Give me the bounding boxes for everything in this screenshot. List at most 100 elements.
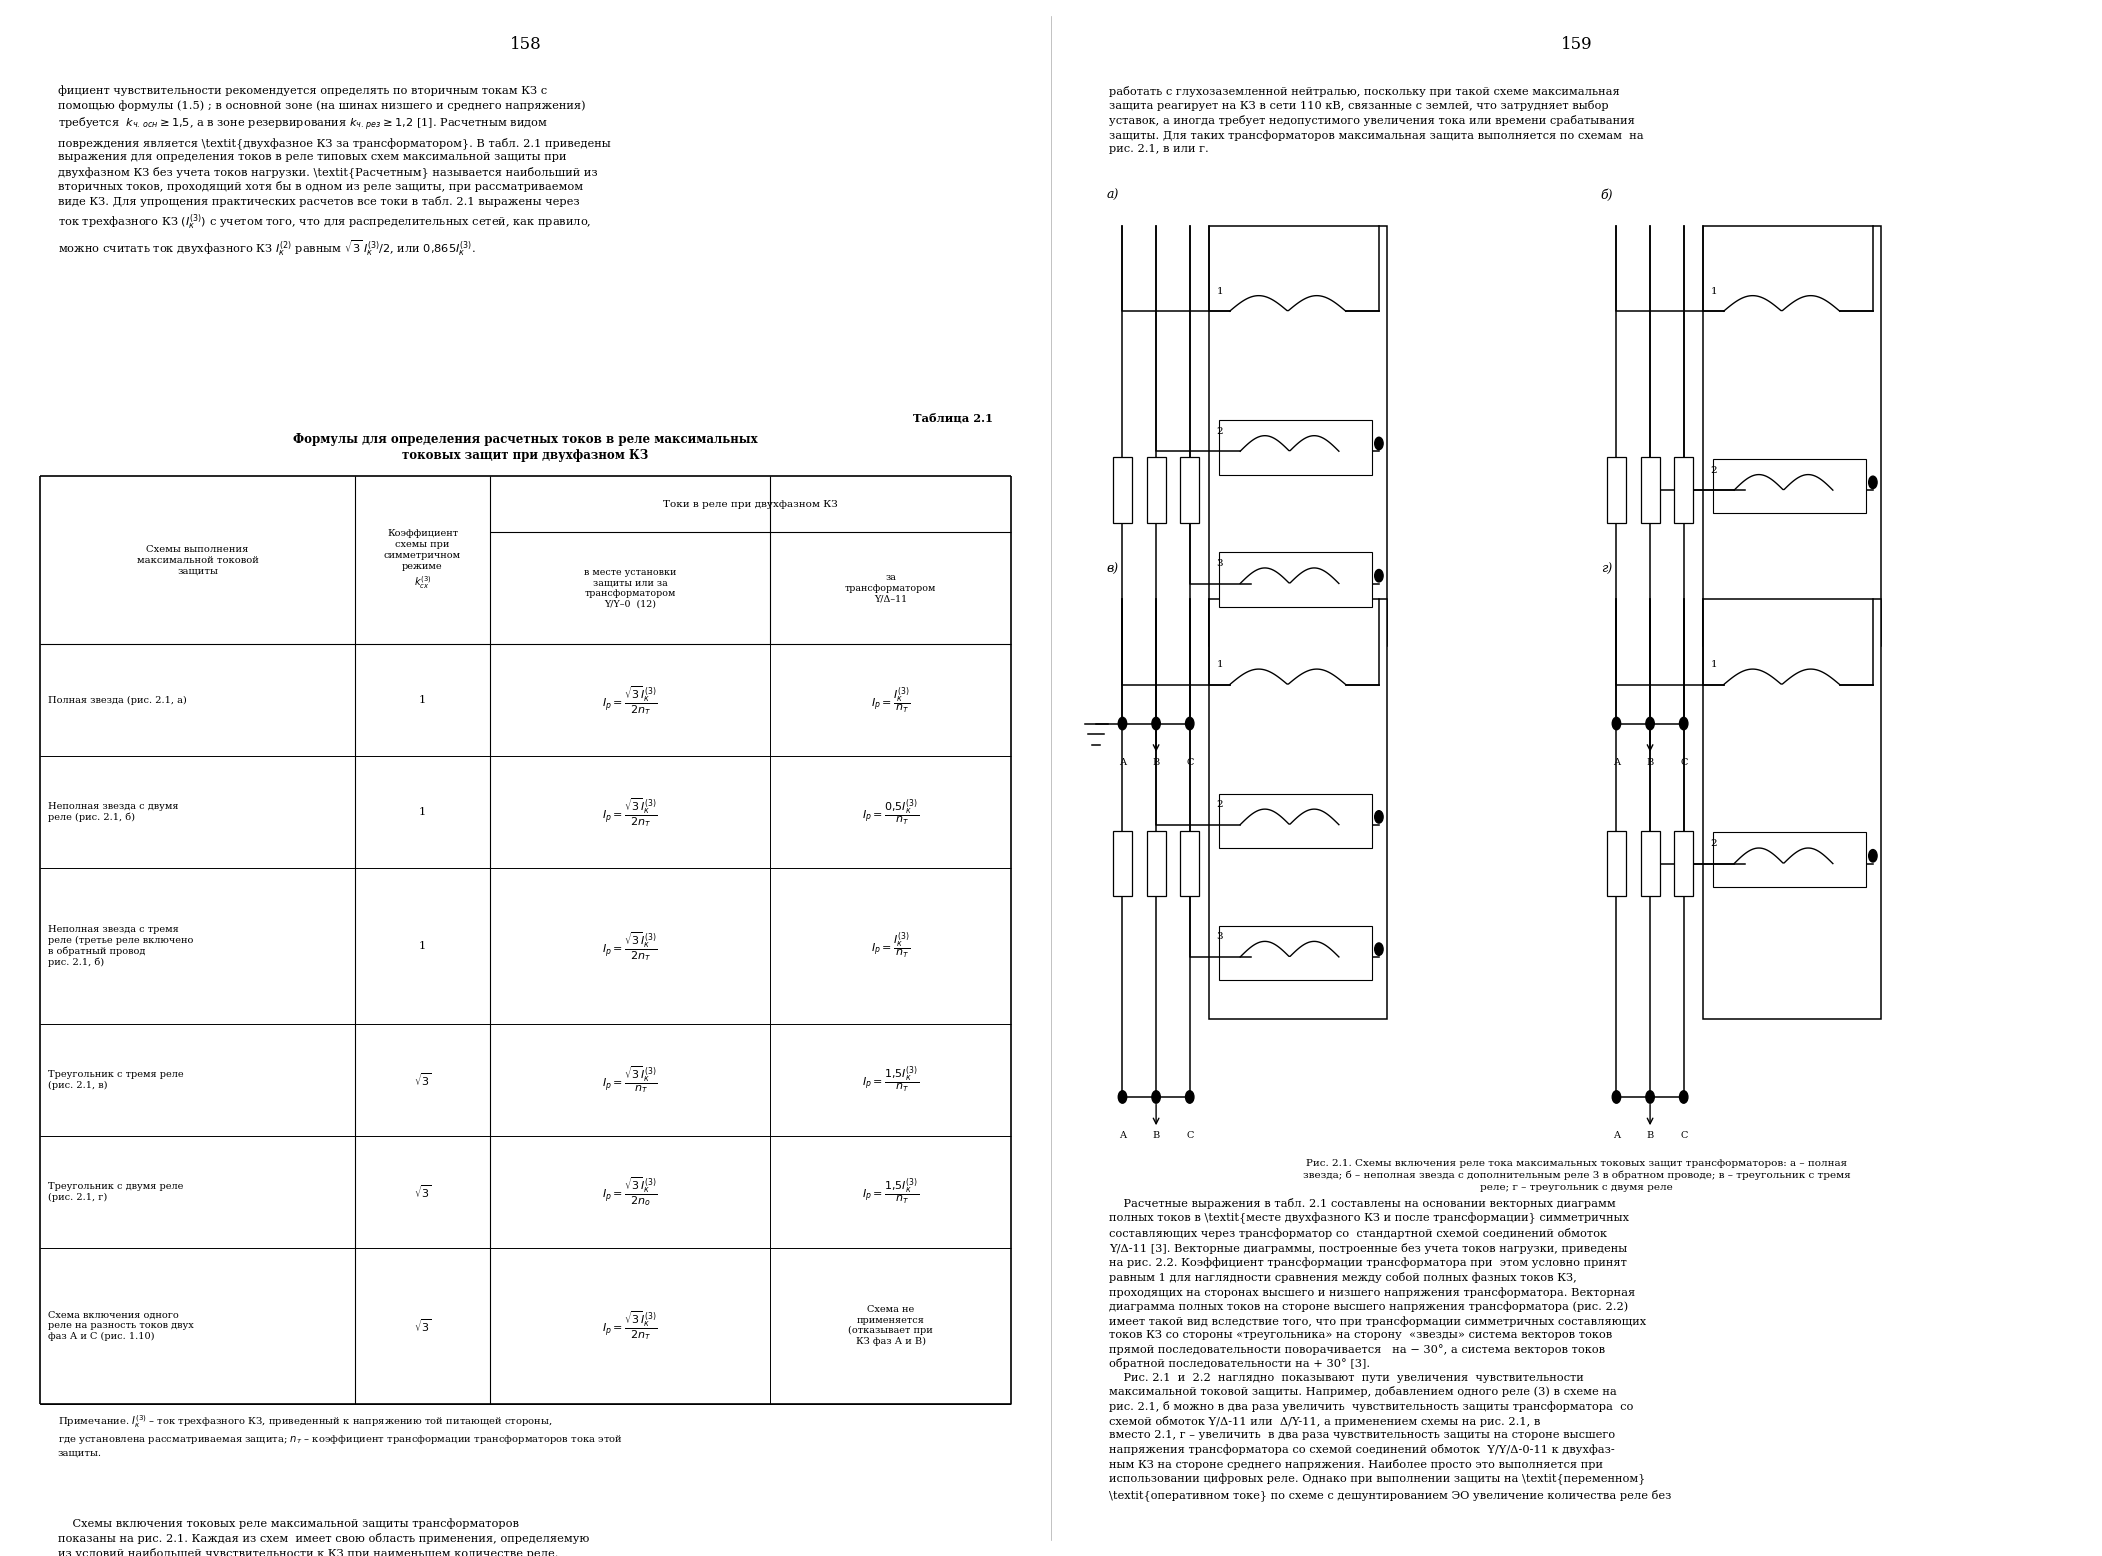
Text: C: C (1186, 1131, 1194, 1141)
Text: Треугольник с двумя реле
(рис. 2.1, г): Треугольник с двумя реле (рис. 2.1, г) (48, 1183, 183, 1201)
Text: Схемы включения токовых реле максимальной защиты трансформаторов
показаны на рис: Схемы включения токовых реле максимально… (59, 1519, 589, 1556)
Text: в месте установки
защиты или за
трансформатором
Y/Y–0  (12): в месте установки защиты или за трансфор… (584, 568, 677, 608)
Bar (1219, 926, 1373, 980)
Circle shape (1375, 811, 1383, 823)
Circle shape (1152, 1091, 1160, 1103)
Text: в): в) (1106, 563, 1118, 576)
Circle shape (1186, 1091, 1194, 1103)
Text: $\sqrt{3}$: $\sqrt{3}$ (414, 1318, 431, 1333)
Text: C: C (1679, 758, 1688, 767)
Text: 2: 2 (1711, 839, 1717, 848)
Text: $I_р=\dfrac{\sqrt{3}I_к^{(3)}}{2n_т}$: $I_р=\dfrac{\sqrt{3}I_к^{(3)}}{2n_т}$ (603, 929, 658, 963)
Text: B: B (1646, 1131, 1654, 1141)
Text: Формулы для определения расчетных токов в реле максимальных
токовых защит при дв: Формулы для определения расчетных токов … (292, 433, 759, 462)
Text: Расчетные выражения в табл. 2.1 составлены на основании векторных диаграмм
полны: Расчетные выражения в табл. 2.1 составле… (1110, 1198, 1671, 1502)
Text: Токи в реле при двухфазном КЗ: Токи в реле при двухфазном КЗ (662, 499, 839, 509)
Text: б): б) (1602, 190, 1612, 202)
Bar (1114, 831, 1131, 896)
Text: B: B (1646, 758, 1654, 767)
Circle shape (1679, 1091, 1688, 1103)
Text: 3: 3 (1217, 932, 1223, 941)
Bar (1608, 831, 1627, 896)
Text: Коэффициент
схемы при
симметричном
режиме
$k_{сх}^{(3)}$: Коэффициент схемы при симметричном режим… (385, 529, 460, 591)
Text: Неполная звезда с двумя
реле (рис. 2.1, б): Неполная звезда с двумя реле (рис. 2.1, … (48, 803, 179, 822)
Bar (1148, 457, 1165, 523)
Bar (1713, 832, 1867, 887)
Bar (1642, 831, 1661, 896)
Circle shape (1646, 1091, 1654, 1103)
Text: за
трансформатором
Y/Δ–11: за трансформатором Y/Δ–11 (845, 573, 935, 604)
Text: Рис. 2.1. Схемы включения реле тока максимальных токовых защит трансформаторов: : Рис. 2.1. Схемы включения реле тока макс… (1303, 1159, 1850, 1192)
Text: C: C (1186, 758, 1194, 767)
Text: а): а) (1106, 190, 1118, 202)
Text: Примечание. $I_к^{(3)}$ – ток трехфазного КЗ, приведенный к напряжению той питаю: Примечание. $I_к^{(3)}$ – ток трехфазног… (59, 1413, 622, 1458)
Bar (1219, 552, 1373, 607)
Circle shape (1612, 717, 1621, 730)
Text: 158: 158 (509, 36, 542, 53)
Text: $\sqrt{3}$: $\sqrt{3}$ (414, 1072, 431, 1088)
Text: работать с глухозаземленной нейтралью, поскольку при такой схеме максимальная
за: работать с глухозаземленной нейтралью, п… (1110, 86, 1644, 154)
Bar (1608, 457, 1627, 523)
Bar (1703, 599, 1881, 1019)
Text: $I_р=\dfrac{\sqrt{3}I_к^{(3)}}{2n_т}$: $I_р=\dfrac{\sqrt{3}I_к^{(3)}}{2n_т}$ (603, 1309, 658, 1343)
Text: Схема включения одного
реле на разность токов двух
фаз А и С (рис. 1.10): Схема включения одного реле на разность … (48, 1310, 193, 1341)
Bar (1114, 457, 1131, 523)
Circle shape (1118, 717, 1127, 730)
Bar (1209, 599, 1387, 1019)
Text: Неполная звезда с тремя
реле (третье реле включено
в обратный провод
рис. 2.1, б: Неполная звезда с тремя реле (третье рел… (48, 926, 193, 966)
Text: A: A (1612, 758, 1621, 767)
Text: C: C (1679, 1131, 1688, 1141)
Text: A: A (1118, 1131, 1127, 1141)
Text: 2: 2 (1217, 800, 1223, 809)
Text: 1: 1 (1711, 660, 1717, 669)
Circle shape (1186, 717, 1194, 730)
Circle shape (1646, 717, 1654, 730)
Bar (1148, 831, 1165, 896)
Text: $I_р=\dfrac{0{,}5I_к^{(3)}}{n_т}$: $I_р=\dfrac{0{,}5I_к^{(3)}}{n_т}$ (862, 797, 919, 828)
Text: $I_р=\dfrac{\sqrt{3}I_к^{(3)}}{2n_т}$: $I_р=\dfrac{\sqrt{3}I_к^{(3)}}{2n_т}$ (603, 795, 658, 829)
Circle shape (1152, 717, 1160, 730)
Text: $I_р=\dfrac{1{,}5I_к^{(3)}}{n_т}$: $I_р=\dfrac{1{,}5I_к^{(3)}}{n_т}$ (862, 1176, 919, 1207)
Bar (1181, 831, 1198, 896)
Text: $I_р=\dfrac{\sqrt{3}I_к^{(3)}}{n_т}$: $I_р=\dfrac{\sqrt{3}I_к^{(3)}}{n_т}$ (603, 1064, 658, 1095)
Text: фициент чувствительности рекомендуется определять по вторичным токам КЗ с
помощь: фициент чувствительности рекомендуется о… (59, 86, 610, 258)
Text: $\sqrt{3}$: $\sqrt{3}$ (414, 1184, 431, 1200)
Text: 1: 1 (1217, 660, 1223, 669)
Bar (1713, 459, 1867, 513)
Bar (1642, 457, 1661, 523)
Text: B: B (1152, 758, 1160, 767)
Text: 1: 1 (418, 941, 427, 951)
Bar (1219, 794, 1373, 848)
Circle shape (1869, 850, 1877, 862)
Text: $I_р=\dfrac{I_к^{(3)}}{n_т}$: $I_р=\dfrac{I_к^{(3)}}{n_т}$ (870, 930, 910, 962)
Text: Полная звезда (рис. 2.1, а): Полная звезда (рис. 2.1, а) (48, 696, 187, 705)
Circle shape (1679, 717, 1688, 730)
Text: 1: 1 (1711, 286, 1717, 296)
Text: г): г) (1602, 563, 1612, 576)
Text: $I_р=\dfrac{I_к^{(3)}}{n_т}$: $I_р=\dfrac{I_к^{(3)}}{n_т}$ (870, 685, 910, 716)
Text: A: A (1612, 1131, 1621, 1141)
Text: 1: 1 (418, 696, 427, 705)
Bar (1673, 457, 1694, 523)
Text: B: B (1152, 1131, 1160, 1141)
Circle shape (1118, 1091, 1127, 1103)
Text: 1: 1 (1217, 286, 1223, 296)
Text: $I_р=\dfrac{\sqrt{3}I_к^{(3)}}{2n_т}$: $I_р=\dfrac{\sqrt{3}I_к^{(3)}}{2n_т}$ (603, 683, 658, 717)
Bar (1209, 226, 1387, 646)
Circle shape (1375, 943, 1383, 955)
Text: 1: 1 (418, 808, 427, 817)
Bar (1673, 831, 1694, 896)
Text: $I_р=\dfrac{1{,}5I_к^{(3)}}{n_т}$: $I_р=\dfrac{1{,}5I_к^{(3)}}{n_т}$ (862, 1064, 919, 1095)
Circle shape (1869, 476, 1877, 489)
Circle shape (1612, 1091, 1621, 1103)
Text: $I_р=\dfrac{\sqrt{3}I_к^{(3)}}{2n_о}$: $I_р=\dfrac{\sqrt{3}I_к^{(3)}}{2n_о}$ (603, 1175, 658, 1209)
Text: Треугольник с тремя реле
(рис. 2.1, в): Треугольник с тремя реле (рис. 2.1, в) (48, 1071, 185, 1089)
Text: 2: 2 (1217, 426, 1223, 436)
Text: 159: 159 (1560, 36, 1593, 53)
Bar (1181, 457, 1198, 523)
Bar (1703, 226, 1881, 646)
Text: A: A (1118, 758, 1127, 767)
Bar (1219, 420, 1373, 475)
Circle shape (1375, 437, 1383, 450)
Text: Схемы выполнения
максимальной токовой
защиты: Схемы выполнения максимальной токовой за… (137, 545, 259, 576)
